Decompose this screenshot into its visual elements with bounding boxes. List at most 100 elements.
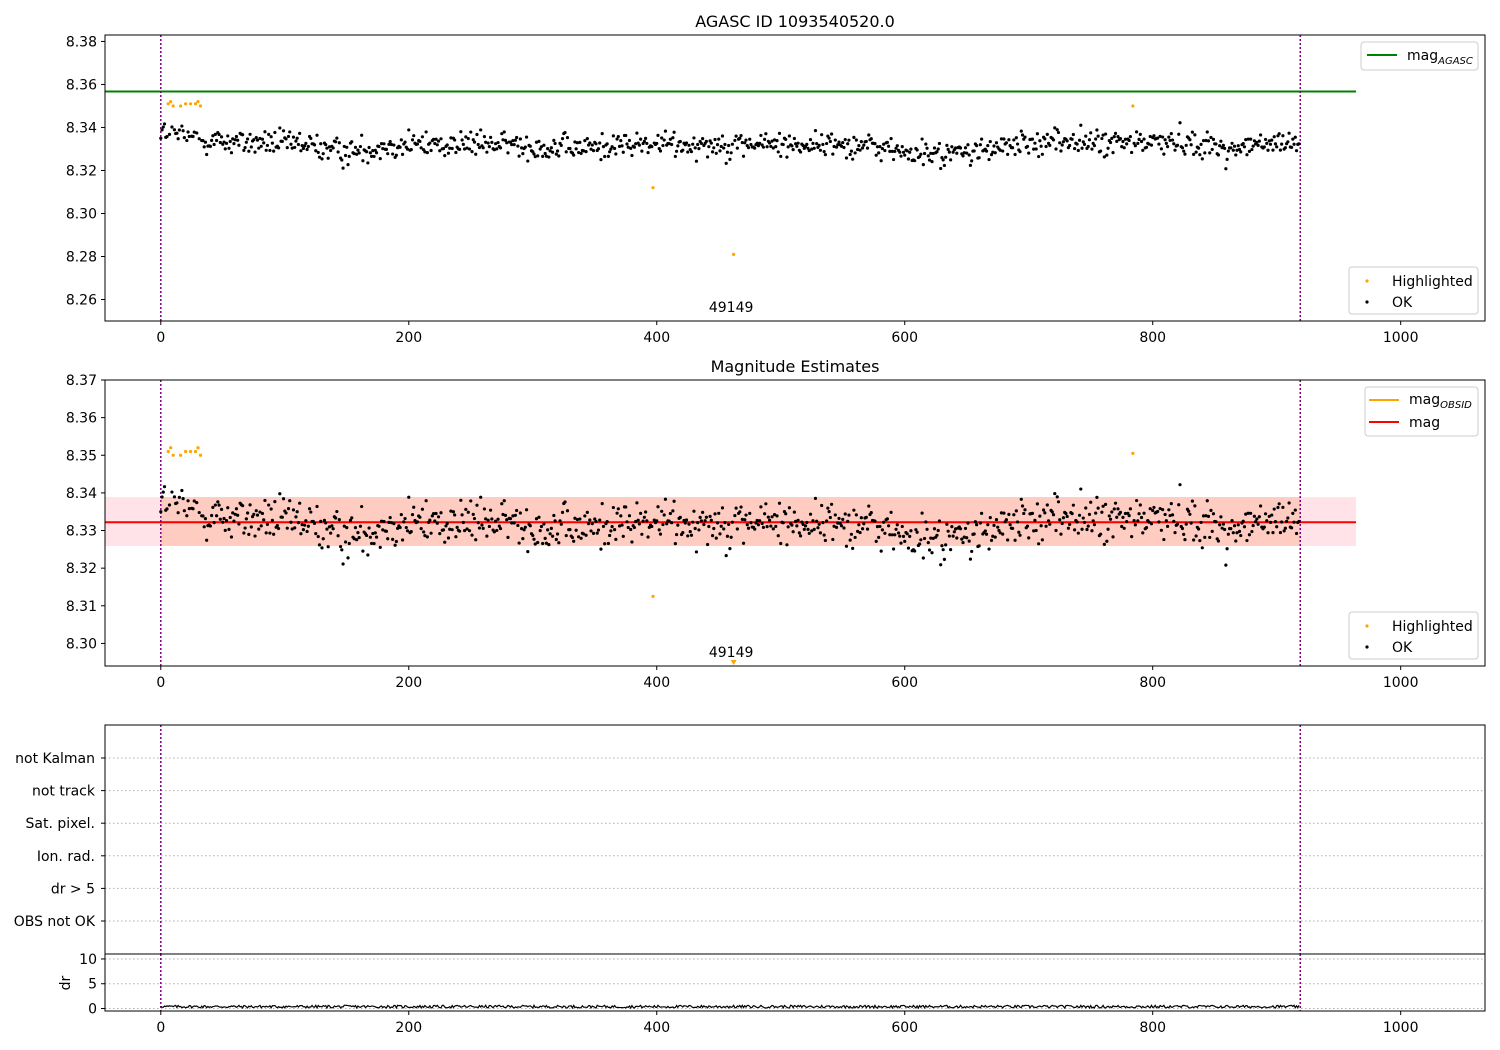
ok-point xyxy=(216,500,220,504)
ok-point xyxy=(309,136,313,141)
x-tick-label: 600 xyxy=(891,1020,918,1036)
ok-point xyxy=(357,535,361,540)
ok-point xyxy=(470,533,474,537)
ok-point xyxy=(842,145,846,150)
ok-point xyxy=(475,503,479,507)
ok-point xyxy=(1137,512,1141,516)
ok-point xyxy=(1070,137,1074,141)
ok-point xyxy=(1105,153,1109,157)
y-tick-label: 10 xyxy=(79,952,97,968)
ok-point xyxy=(537,139,541,143)
ok-point xyxy=(1201,514,1206,518)
ok-point xyxy=(1004,141,1009,145)
ok-point xyxy=(1280,520,1284,524)
ok-point xyxy=(640,149,644,153)
offscale-marker xyxy=(730,660,737,665)
ok-point xyxy=(763,512,767,516)
ok-point xyxy=(217,132,221,137)
ok-point xyxy=(466,136,470,141)
ok-point xyxy=(304,141,308,145)
ok-point xyxy=(564,150,568,154)
ok-point xyxy=(1214,142,1218,146)
ok-point xyxy=(377,524,381,528)
ok-point xyxy=(554,152,558,156)
ok-point xyxy=(1132,518,1136,523)
panel1-title: AGASC ID 1093540520.0 xyxy=(695,12,895,31)
ok-point xyxy=(1123,137,1128,141)
ok-point xyxy=(214,514,219,518)
ok-point xyxy=(340,158,344,162)
ok-point xyxy=(1230,141,1234,145)
ok-point xyxy=(586,522,591,526)
ok-point xyxy=(517,541,521,545)
x-tick-label: 800 xyxy=(1139,675,1166,691)
ok-point xyxy=(629,527,633,532)
ok-point xyxy=(687,143,691,147)
ok-point xyxy=(1101,504,1105,508)
ok-point xyxy=(237,522,241,526)
ok-point xyxy=(966,143,970,147)
ok-point xyxy=(1099,532,1103,536)
ok-point xyxy=(501,138,505,142)
ok-point xyxy=(1173,531,1177,535)
ok-point xyxy=(373,531,377,535)
ok-point xyxy=(1106,146,1110,150)
ok-point xyxy=(402,520,406,524)
ok-point xyxy=(433,141,437,146)
ok-point xyxy=(935,533,939,537)
ok-point xyxy=(634,519,638,524)
ok-point xyxy=(264,148,268,152)
ok-point xyxy=(1161,135,1165,139)
ok-point xyxy=(771,527,775,531)
ok-point xyxy=(1032,529,1036,533)
ok-point xyxy=(336,150,340,154)
ok-point xyxy=(781,142,785,147)
ok-point xyxy=(955,151,959,155)
ok-point xyxy=(714,536,718,540)
ok-point xyxy=(384,529,389,533)
ok-point xyxy=(774,524,778,529)
ok-point xyxy=(1138,503,1142,507)
ok-point xyxy=(860,527,865,531)
ok-point xyxy=(596,528,601,532)
ok-point xyxy=(689,150,694,154)
ok-point xyxy=(1020,133,1025,137)
ok-point xyxy=(357,151,361,155)
ok-point xyxy=(744,138,748,142)
ok-point xyxy=(1044,144,1048,149)
ok-point xyxy=(247,149,251,153)
ok-point xyxy=(764,502,768,506)
ok-point xyxy=(972,532,976,536)
ok-point xyxy=(1055,128,1059,132)
ok-point xyxy=(162,485,167,489)
ok-point xyxy=(1158,134,1162,139)
ok-point xyxy=(837,140,841,144)
highlighted-point xyxy=(183,102,188,106)
ok-point xyxy=(746,146,751,150)
ok-point xyxy=(1045,132,1049,136)
ok-point xyxy=(1223,146,1227,150)
ok-point xyxy=(970,159,974,163)
ok-point xyxy=(1204,514,1208,518)
ok-point xyxy=(691,142,695,146)
ok-point xyxy=(181,129,185,133)
ok-point xyxy=(944,155,948,159)
ok-point xyxy=(415,520,420,524)
ok-point xyxy=(436,515,441,519)
ok-point xyxy=(197,510,201,515)
ok-point xyxy=(657,528,661,532)
ok-point xyxy=(213,503,217,507)
ok-point xyxy=(208,144,212,149)
ok-point xyxy=(477,145,482,150)
ok-point xyxy=(696,521,700,525)
ok-point xyxy=(1144,526,1149,530)
highlighted-point xyxy=(732,252,736,256)
ok-point xyxy=(433,519,437,523)
ok-point xyxy=(1055,495,1059,499)
ok-point xyxy=(458,147,462,151)
ok-point xyxy=(639,511,643,515)
ok-point xyxy=(1152,505,1156,510)
ok-point xyxy=(702,522,706,527)
ok-point xyxy=(476,142,480,147)
